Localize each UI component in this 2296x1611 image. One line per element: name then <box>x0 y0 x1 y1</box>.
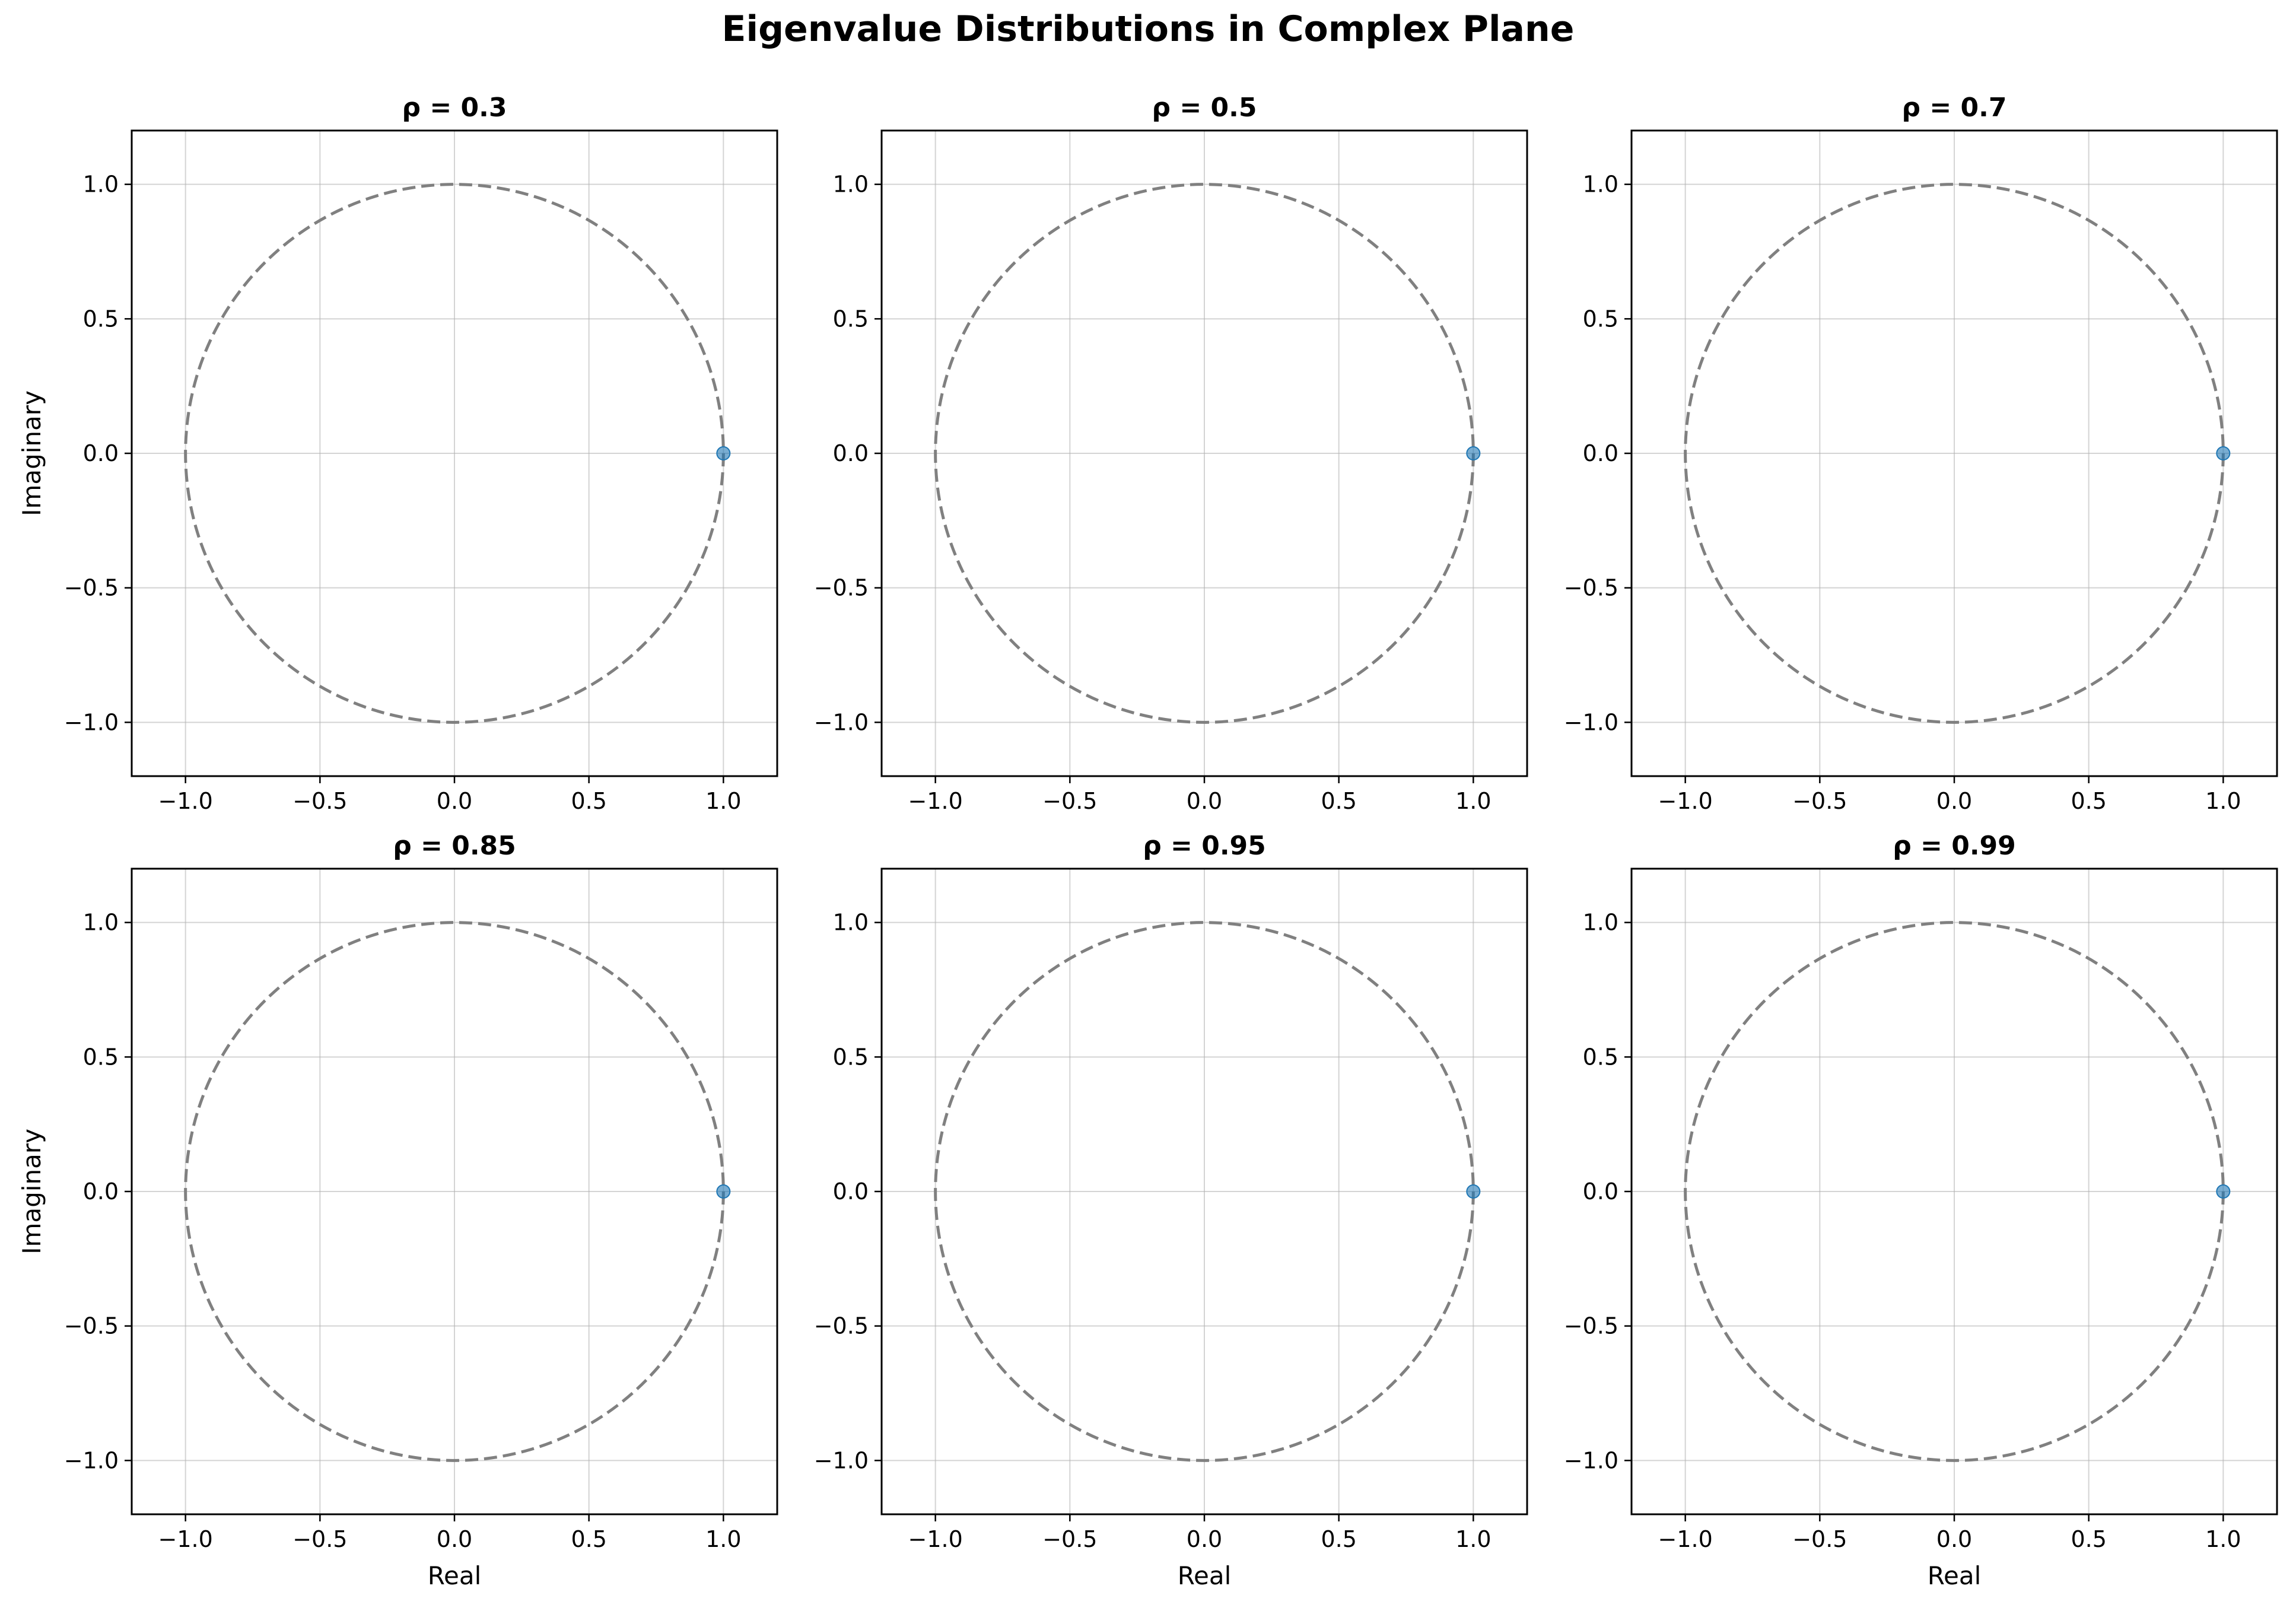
x-tick-label: −1.0 <box>158 1526 213 1552</box>
y-tick-label: −0.5 <box>1564 1313 1618 1339</box>
x-tick-label: −1.0 <box>908 788 963 814</box>
x-tick-label: −0.5 <box>1042 1526 1097 1552</box>
subplot-title: ρ = 0.5 <box>1152 93 1257 123</box>
y-tick-label: 1.0 <box>1583 910 1618 936</box>
subplot-5: −1.0 −0.5 0.0 0.5 1.0 −1.0 −0.5 0.0 0.5 1.0 ρ = 0.… <box>814 831 1528 1590</box>
y-tick-label: 0.5 <box>83 306 119 332</box>
y-tick-label: 0.5 <box>833 306 869 332</box>
x-tick-label: 1.0 <box>1455 1526 1491 1552</box>
x-tick-label: 1.0 <box>2205 788 2241 814</box>
eigenvalue-point <box>2216 446 2231 460</box>
eigenvalue-point <box>716 1184 731 1199</box>
x-tick-label: 0.5 <box>1321 788 1356 814</box>
subplot-title: ρ = 0.95 <box>1143 831 1266 861</box>
y-tick-label: 1.0 <box>833 910 869 936</box>
y-axis-label: Imaginary <box>17 1129 46 1254</box>
x-tick-label: 1.0 <box>705 788 741 814</box>
x-tick-label: 0.5 <box>1321 1526 1356 1552</box>
x-tick-label: 1.0 <box>2205 1526 2241 1552</box>
y-tick-label: −0.5 <box>64 575 119 601</box>
x-tick-label: 1.0 <box>1455 788 1491 814</box>
y-tick-label: 0.5 <box>1583 1044 1618 1070</box>
y-tick-label: 0.5 <box>1583 306 1618 332</box>
x-tick-label: 1.0 <box>705 1526 741 1552</box>
y-tick-label: −0.5 <box>64 1313 119 1339</box>
eigenvalue-point <box>716 446 731 460</box>
x-tick-label: 0.5 <box>2071 788 2106 814</box>
subplot-3: −1.0 −0.5 0.0 0.5 1.0 −1.0 −0.5 0.0 0.5 1.0 ρ = 0.… <box>1564 93 2278 814</box>
subplot-2: −1.0 −0.5 0.0 0.5 1.0 −1.0 −0.5 0.0 0.5 1.0 ρ = 0.… <box>814 93 1528 814</box>
y-tick-label: 1.0 <box>1583 171 1618 198</box>
eigenvalue-point <box>1466 446 1481 460</box>
x-tick-label: 0.0 <box>437 1526 472 1552</box>
eigenvalue-point <box>1466 1184 1481 1199</box>
y-tick-label: 0.5 <box>833 1044 869 1070</box>
x-tick-label: −0.5 <box>292 788 347 814</box>
y-tick-label: 0.0 <box>83 1178 119 1205</box>
x-tick-label: −0.5 <box>1792 788 1847 814</box>
y-tick-label: −0.5 <box>814 575 869 601</box>
y-axis-label: Imaginary <box>17 390 46 516</box>
x-tick-label: 0.5 <box>2071 1526 2106 1552</box>
x-tick-label: −0.5 <box>1792 1526 1847 1552</box>
figure-title: Eigenvalue Distributions in Complex Plan… <box>721 8 1575 50</box>
x-tick-label: −1.0 <box>158 788 213 814</box>
x-tick-label: 0.0 <box>1187 788 1222 814</box>
x-tick-label: −1.0 <box>1658 788 1713 814</box>
x-axis-label: Real <box>1928 1561 1982 1590</box>
y-tick-label: 1.0 <box>83 910 119 936</box>
y-tick-label: −1.0 <box>64 709 119 735</box>
x-axis-label: Real <box>428 1561 482 1590</box>
subplot-title: ρ = 0.7 <box>1902 93 2007 123</box>
subplot-title: ρ = 0.85 <box>393 831 516 861</box>
x-tick-label: −0.5 <box>1042 788 1097 814</box>
y-tick-label: 0.5 <box>83 1044 119 1070</box>
y-tick-label: −1.0 <box>814 1447 869 1473</box>
y-tick-label: −0.5 <box>1564 575 1618 601</box>
subplot-title: ρ = 0.3 <box>402 93 507 123</box>
y-tick-label: 1.0 <box>83 171 119 198</box>
y-tick-label: 0.0 <box>1583 440 1618 466</box>
x-tick-label: −1.0 <box>908 1526 963 1552</box>
x-tick-label: −0.5 <box>292 1526 347 1552</box>
x-axis-label: Real <box>1178 1561 1232 1590</box>
x-tick-label: 0.0 <box>1936 1526 1972 1552</box>
y-tick-label: −1.0 <box>814 709 869 735</box>
y-tick-label: −1.0 <box>64 1447 119 1473</box>
subplot-1: −1.0 −0.5 0.0 0.5 1.0 −1.0 −0.5 0.0 0.5 1.0 ρ = 0.… <box>17 93 778 814</box>
y-tick-label: −1.0 <box>1564 709 1618 735</box>
y-tick-label: 0.0 <box>833 1178 869 1205</box>
x-tick-label: 0.0 <box>1936 788 1972 814</box>
y-tick-label: 0.0 <box>1583 1178 1618 1205</box>
x-tick-label: 0.5 <box>571 1526 606 1552</box>
x-tick-label: 0.0 <box>1187 1526 1222 1552</box>
eigenvalue-point <box>2216 1184 2231 1199</box>
y-tick-label: −1.0 <box>1564 1447 1618 1473</box>
y-tick-label: 0.0 <box>83 440 119 466</box>
y-tick-label: 1.0 <box>833 171 869 198</box>
subplot-4: −1.0 −0.5 0.0 0.5 1.0 −1.0 −0.5 0.0 0.5 1.0 ρ = 0.… <box>17 831 778 1590</box>
x-tick-label: 0.0 <box>437 788 472 814</box>
y-tick-label: 0.0 <box>833 440 869 466</box>
y-tick-label: −0.5 <box>814 1313 869 1339</box>
x-tick-label: 0.5 <box>571 788 606 814</box>
subplot-6: −1.0 −0.5 0.0 0.5 1.0 −1.0 −0.5 0.0 0.5 1.0 ρ = 0.… <box>1564 831 2278 1590</box>
subplot-title: ρ = 0.99 <box>1893 831 2016 861</box>
x-tick-label: −1.0 <box>1658 1526 1713 1552</box>
